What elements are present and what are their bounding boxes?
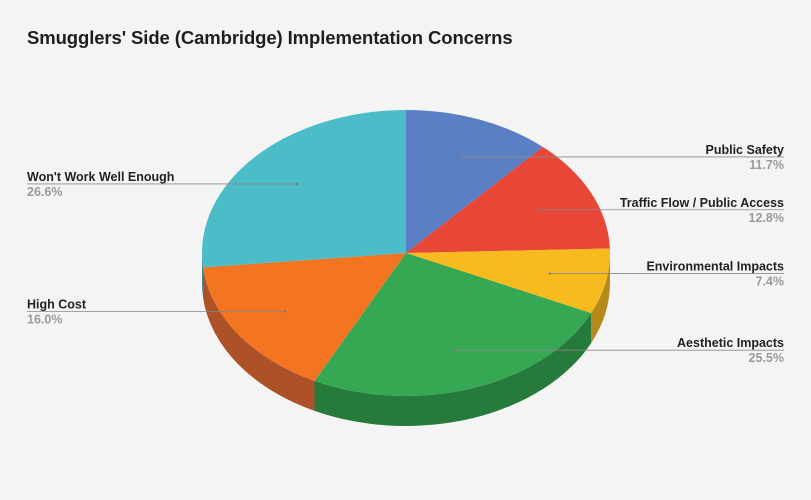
leader-dot: [295, 182, 299, 186]
pie-slice-high-cost[interactable]: [203, 253, 406, 381]
slice-label-name: Traffic Flow / Public Access: [620, 196, 784, 210]
pie-slice-aesthetic-impacts[interactable]: [314, 253, 592, 397]
pie-slice-traffic-flow-public-access[interactable]: [406, 146, 610, 253]
slice-label-percent: 26.6%: [27, 185, 62, 199]
leader-dot: [453, 349, 456, 352]
leader-dot: [548, 272, 552, 275]
pie-slice-public-safety[interactable]: [406, 110, 543, 253]
pie-side-won-t-work-well-enough: [202, 253, 204, 298]
slice-label-percent: 7.4%: [756, 275, 785, 289]
pie-tops: [202, 110, 611, 397]
slice-label-percent: 11.7%: [749, 158, 784, 172]
slice-label-name: Won't Work Well Enough: [27, 170, 174, 184]
slice-label-name: Public Safety: [706, 143, 785, 157]
slice-label-name: Aesthetic Impacts: [677, 336, 784, 350]
pie-side-high-cost: [203, 267, 315, 411]
pie-slice-won-t-work-well-enough[interactable]: [202, 110, 406, 268]
slice-label-name: High Cost: [27, 297, 87, 311]
slice-label-percent: 12.8%: [749, 211, 784, 225]
pie-slice-environmental-impacts[interactable]: [406, 248, 611, 314]
pie-sides: [202, 253, 610, 427]
chart-title: Smugglers' Side (Cambridge) Implementati…: [27, 27, 513, 48]
leader-dot: [457, 155, 460, 159]
slice-label-percent: 25.5%: [749, 351, 784, 365]
pie-side-environmental-impacts: [591, 253, 610, 344]
pie-side-aesthetic-impacts: [314, 313, 592, 427]
leader-dot: [283, 310, 287, 313]
slice-label-percent: 16.0%: [27, 312, 62, 326]
leader-dot: [538, 208, 541, 211]
slice-label-name: Environmental Impacts: [646, 260, 784, 274]
